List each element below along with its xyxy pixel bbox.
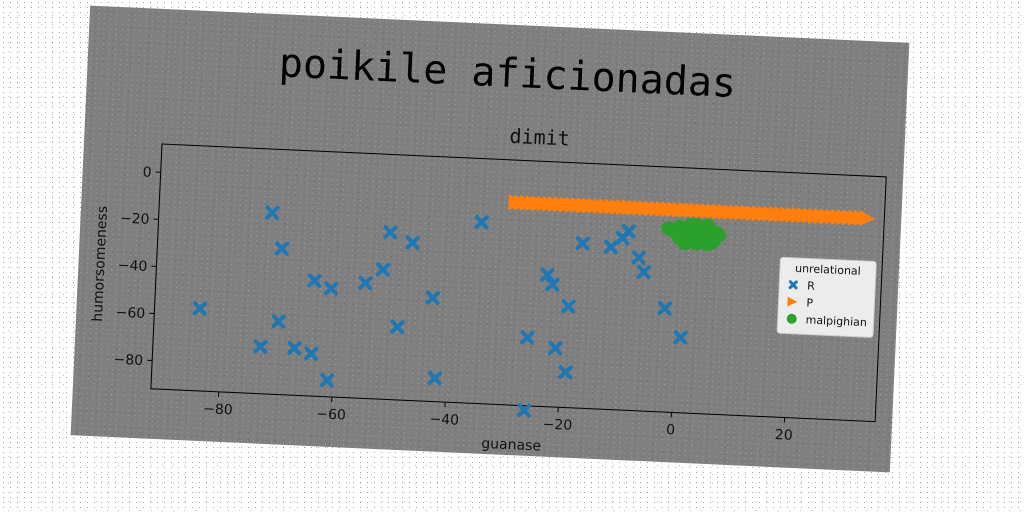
scatter-chart: poikile aficionadas dimit −80 −60 −40 −20 0 2…	[90, 40, 887, 455]
chart-title: poikile aficionadas	[278, 40, 737, 107]
data-point	[858, 210, 876, 227]
data-point	[265, 205, 280, 220]
axis-ticks: −80 −60 −40 −20 0 20 0 −20 −40 −60 −80	[113, 164, 793, 444]
data-point	[657, 301, 673, 316]
data-point	[701, 218, 716, 233]
data-point	[358, 275, 373, 291]
legend-label: malpighian	[805, 313, 867, 329]
data-point	[375, 262, 391, 277]
data-point	[274, 241, 290, 256]
x-axis-label: guanase	[481, 436, 541, 455]
data-point	[287, 340, 302, 356]
legend-item: P	[787, 296, 814, 310]
legend-marker	[786, 313, 797, 324]
y-tick-label: −40	[117, 258, 147, 275]
x-tick-label: −20	[542, 417, 572, 434]
data-point	[631, 250, 646, 265]
data-point	[520, 330, 535, 345]
data-point	[271, 314, 286, 329]
data-marks	[192, 194, 876, 418]
data-point	[706, 235, 721, 250]
y-tick-label: −20	[120, 211, 150, 228]
series-1	[508, 194, 876, 227]
data-point	[427, 370, 443, 386]
data-point	[307, 273, 322, 288]
data-point	[677, 236, 692, 251]
data-point	[561, 299, 576, 314]
x-tick-label: −60	[316, 406, 346, 423]
data-point	[540, 267, 555, 282]
plot-area	[150, 143, 887, 423]
data-point	[575, 236, 590, 251]
data-point	[192, 301, 208, 316]
plot-frame	[150, 143, 887, 423]
data-point	[474, 214, 489, 230]
data-point	[621, 224, 636, 239]
data-point	[383, 224, 398, 240]
data-point	[516, 403, 532, 418]
x-tick-label: 20	[774, 427, 793, 444]
series-0	[192, 205, 688, 418]
data-point	[603, 239, 619, 255]
legend-label: R	[807, 279, 816, 292]
data-point	[425, 290, 441, 306]
y-tick-label: 0	[142, 164, 152, 180]
legend-label: P	[806, 296, 814, 309]
chart-figure: poikile aficionadas dimit −80 −60 −40 −20 0 2…	[70, 5, 910, 473]
data-point	[323, 281, 339, 296]
data-point	[405, 235, 420, 250]
legend-item: R	[788, 279, 816, 293]
legend-box	[776, 256, 877, 338]
data-point	[303, 346, 319, 361]
y-tick-label: −60	[115, 305, 145, 322]
x-tick-label: −80	[203, 401, 233, 418]
chart-subtitle: dimit	[509, 124, 570, 151]
data-point	[390, 319, 405, 335]
data-point	[689, 236, 704, 251]
data-point	[253, 339, 268, 354]
data-point	[558, 365, 573, 380]
legend-title: unrelational	[795, 262, 861, 278]
y-tick-label: −80	[113, 352, 143, 369]
data-point	[636, 264, 651, 280]
x-tick-label: −40	[429, 411, 459, 428]
series-2	[661, 217, 727, 252]
legend-marker	[788, 280, 798, 290]
data-point	[548, 340, 563, 356]
data-point	[545, 277, 560, 292]
x-tick-label: 0	[666, 422, 676, 438]
data-point	[673, 330, 688, 345]
legend-marker	[787, 296, 798, 307]
y-axis-label: humorsomeness	[90, 206, 111, 322]
data-point	[319, 373, 335, 388]
legend-item: malpighian	[786, 313, 867, 329]
